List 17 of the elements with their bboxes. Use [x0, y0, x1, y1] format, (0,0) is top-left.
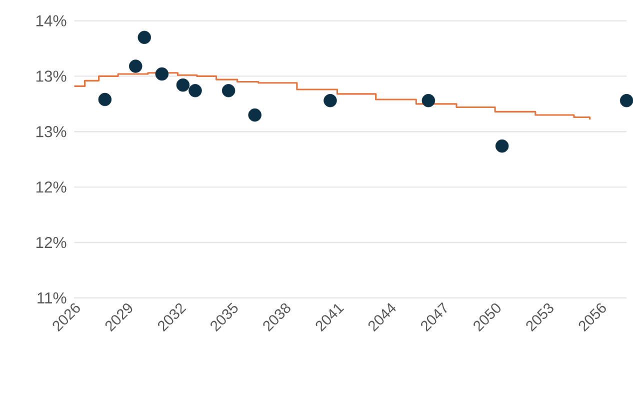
point	[155, 67, 169, 81]
point	[188, 84, 202, 98]
y-tick-label: 12%	[36, 237, 66, 248]
point	[176, 78, 190, 92]
y-tick-label: 14%	[36, 15, 66, 26]
point	[138, 30, 152, 44]
y-tick-label: 13%	[36, 126, 66, 138]
point	[128, 60, 142, 73]
point	[324, 94, 337, 108]
y-tick-label: 13%	[36, 70, 66, 82]
point	[98, 92, 112, 106]
point	[248, 108, 262, 122]
y-tick-label: 12%	[36, 182, 66, 193]
point	[422, 94, 436, 108]
point	[222, 84, 236, 98]
y-tick-label: 11%	[38, 292, 66, 304]
point	[495, 140, 509, 153]
